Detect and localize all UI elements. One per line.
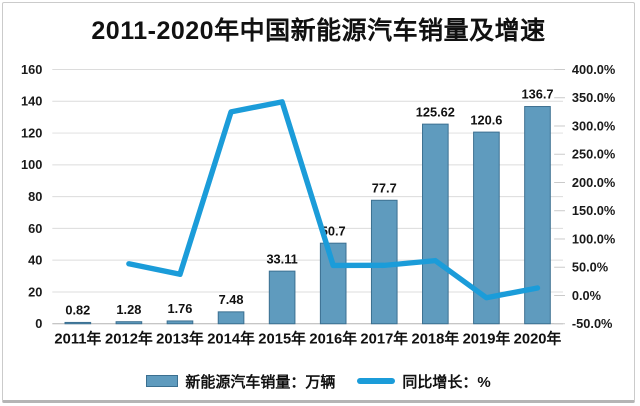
bar-2012年 <box>115 321 143 325</box>
left-axis-tick-label: 60 <box>28 221 42 236</box>
bar-value-label: 33.11 <box>266 251 297 266</box>
x-axis-label: 2018年 <box>412 329 460 347</box>
growth-line <box>126 99 541 301</box>
right-axis-tick-label: 200.0% <box>572 175 615 190</box>
line-series-swatch-icon <box>357 378 396 384</box>
bar-value-label: 1.28 <box>116 302 141 317</box>
right-axis-tick-label: -50.0% <box>572 316 613 331</box>
left-axis-tick-label: 100 <box>21 157 42 172</box>
x-axis-label: 2017年 <box>360 329 408 347</box>
chart-legend: 新能源汽车销量：万辆 同比增长：% <box>3 369 634 393</box>
bar-value-label: 50.7 <box>321 223 346 238</box>
bar-value-label: 136.7 <box>521 87 553 102</box>
bar-2013年 <box>166 320 194 325</box>
bar-2015年 <box>268 270 296 325</box>
left-axis-tick-label: 20 <box>28 284 42 299</box>
right-axis-tick-label: 50.0% <box>572 260 608 275</box>
right-axis-tick-label: 350.0% <box>572 90 615 105</box>
bar-value-label: 120.6 <box>470 112 502 127</box>
x-axis-label: 2020年 <box>514 329 562 347</box>
legend-label-sales: 新能源汽车销量：万辆 <box>185 373 336 391</box>
left-axis-tick-label: 120 <box>21 126 42 141</box>
left-axis-tick-label: 140 <box>21 94 42 109</box>
left-axis-tick-label: 0 <box>35 316 42 331</box>
bar-series-swatch-icon <box>146 375 179 387</box>
left-axis-tick-label: 80 <box>28 189 42 204</box>
bar-2014年 <box>217 311 245 325</box>
right-axis-tick-label: 300.0% <box>572 118 615 133</box>
bar-value-label: 1.76 <box>168 301 193 316</box>
x-axis-label: 2013年 <box>156 329 204 347</box>
legend-item-growth: 同比增长：% <box>357 371 491 392</box>
chart-title: 2011-2020年中国新能源汽车销量及增速 <box>91 17 546 45</box>
x-axis-label: 2011年 <box>54 329 101 347</box>
x-axis-label: 2016年 <box>309 329 357 347</box>
bar-value-label: 0.82 <box>65 303 90 318</box>
legend-label-growth: 同比增长：% <box>402 373 491 391</box>
right-axis-tick-label: 150.0% <box>572 203 615 218</box>
right-axis-tick-label: 400.0% <box>572 62 615 77</box>
left-axis-tick-label: 160 <box>21 62 42 77</box>
right-axis-tick-label: 0.0% <box>572 288 601 303</box>
right-axis-tick-label: 250.0% <box>572 147 615 162</box>
x-axis-label: 2019年 <box>463 329 511 347</box>
x-axis-label: 2014年 <box>207 329 255 347</box>
bar-value-label: 125.62 <box>416 104 455 119</box>
x-axis-label: 2012年 <box>105 329 153 347</box>
chart-plot-area: 0 20 40 60 80 100 120 140 160 -50.0% 0.0% 50.0% 100.… <box>21 62 615 347</box>
bar-2016年 <box>319 242 347 325</box>
bar-value-label: 7.48 <box>219 292 244 307</box>
bar-2018年 <box>422 123 449 325</box>
bar-value-label: 77.7 <box>372 180 397 195</box>
x-axis-label: 2015年 <box>258 329 306 347</box>
right-axis-tick-label: 100.0% <box>572 231 615 246</box>
bar-2011年 <box>64 321 92 325</box>
left-axis-tick-label: 40 <box>28 253 42 268</box>
legend-item-sales: 新能源汽车销量：万辆 <box>146 371 335 392</box>
chart-card: 2011-2020年中国新能源汽车销量及增速 0 20 40 60 80 100 120 14… <box>2 2 635 403</box>
